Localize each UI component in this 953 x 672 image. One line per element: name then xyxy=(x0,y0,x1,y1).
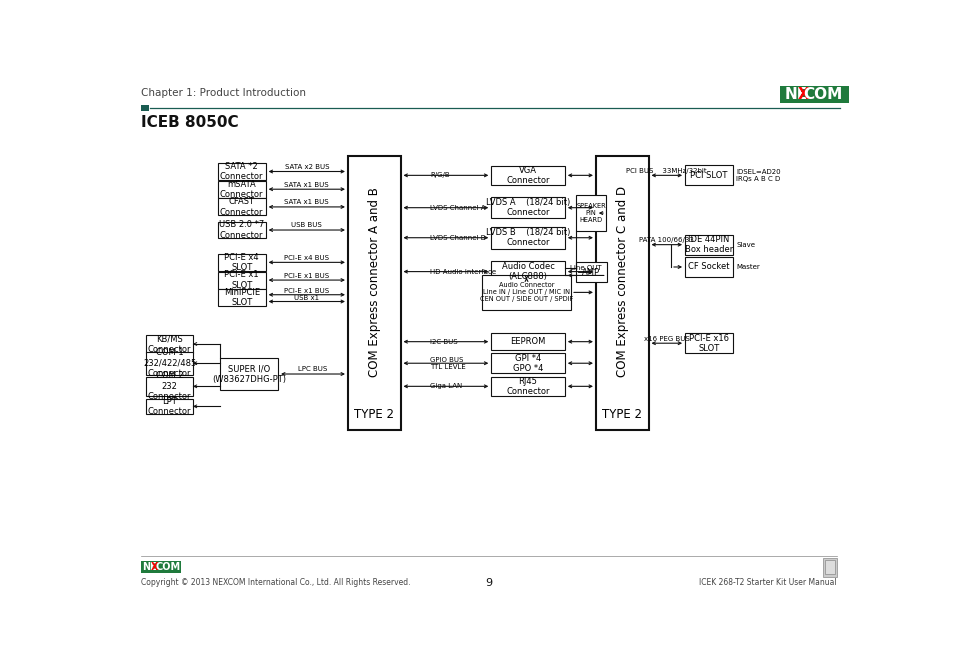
Text: LPT
Connector: LPT Connector xyxy=(148,396,192,416)
Text: Master: Master xyxy=(736,264,760,270)
Text: PCI-E x1 BUS: PCI-E x1 BUS xyxy=(284,273,329,278)
FancyBboxPatch shape xyxy=(217,163,266,180)
Text: I2C BUS: I2C BUS xyxy=(430,339,457,345)
FancyBboxPatch shape xyxy=(596,156,648,430)
FancyBboxPatch shape xyxy=(217,181,266,198)
Text: COM Express connector C and D: COM Express connector C and D xyxy=(615,186,628,377)
Text: MiniPCIE
SLOT: MiniPCIE SLOT xyxy=(223,288,259,308)
FancyBboxPatch shape xyxy=(217,271,266,288)
Text: LVDS B    (18/24 bit)
Connector: LVDS B (18/24 bit) Connector xyxy=(485,228,570,247)
FancyBboxPatch shape xyxy=(491,227,564,249)
FancyBboxPatch shape xyxy=(576,196,605,230)
Text: PCI-E x4 BUS: PCI-E x4 BUS xyxy=(284,255,329,261)
FancyBboxPatch shape xyxy=(779,86,848,103)
Text: ICEK 268-T2 Starter Kit User Manual: ICEK 268-T2 Starter Kit User Manual xyxy=(699,578,836,587)
Text: COM: COM xyxy=(155,562,181,573)
Text: SUPER I/O
(W83627DHG-PT): SUPER I/O (W83627DHG-PT) xyxy=(212,364,286,384)
FancyBboxPatch shape xyxy=(684,165,732,185)
FancyBboxPatch shape xyxy=(146,398,193,414)
Text: ICEB 8050C: ICEB 8050C xyxy=(141,115,238,130)
Text: Copyright © 2013 NEXCOM International Co., Ltd. All Rights Reserved.: Copyright © 2013 NEXCOM International Co… xyxy=(141,578,410,587)
Text: X: X xyxy=(151,562,158,573)
FancyBboxPatch shape xyxy=(491,166,564,185)
FancyBboxPatch shape xyxy=(491,261,564,282)
FancyBboxPatch shape xyxy=(491,377,564,396)
Text: PCI-E x4
SLOT: PCI-E x4 SLOT xyxy=(224,253,259,272)
Text: USB BUS: USB BUS xyxy=(291,222,322,228)
Text: x16 PEG BUS: x16 PEG BUS xyxy=(643,336,689,341)
Text: USB 2.0 *7
Connector: USB 2.0 *7 Connector xyxy=(219,220,264,240)
FancyBboxPatch shape xyxy=(575,262,606,282)
Text: COM Express connector A and B: COM Express connector A and B xyxy=(367,187,380,376)
Text: CFAST
Connector: CFAST Connector xyxy=(220,197,263,216)
Text: CF Socket: CF Socket xyxy=(687,263,729,271)
Text: SATA x1 BUS: SATA x1 BUS xyxy=(284,200,329,206)
Text: PATA 100/66/33: PATA 100/66/33 xyxy=(639,237,694,243)
Text: PCI-E x1 BUS: PCI-E x1 BUS xyxy=(284,288,329,294)
Text: PCI BUS    33MHz/32bit: PCI BUS 33MHz/32bit xyxy=(626,168,706,174)
FancyBboxPatch shape xyxy=(822,558,836,577)
FancyBboxPatch shape xyxy=(217,222,266,239)
Text: KB/MS
Connector: KB/MS Connector xyxy=(148,334,192,353)
FancyBboxPatch shape xyxy=(146,335,193,353)
Text: mSATA
Connector: mSATA Connector xyxy=(220,179,263,199)
Text: HD Audio interface: HD Audio interface xyxy=(430,269,496,275)
FancyBboxPatch shape xyxy=(217,254,266,271)
Text: R/G/B: R/G/B xyxy=(430,172,449,178)
FancyBboxPatch shape xyxy=(217,290,266,306)
Text: LVDS Channel A: LVDS Channel A xyxy=(430,205,485,211)
Text: SATA x2 BUS: SATA x2 BUS xyxy=(284,164,329,170)
Text: LVDS Channel B: LVDS Channel B xyxy=(430,235,485,241)
Text: NE: NE xyxy=(783,87,806,102)
Text: X: X xyxy=(798,87,809,102)
Text: EEPROM: EEPROM xyxy=(510,337,545,346)
Text: TYPE 2: TYPE 2 xyxy=(601,409,641,421)
FancyBboxPatch shape xyxy=(141,561,181,573)
FancyBboxPatch shape xyxy=(141,105,150,111)
FancyBboxPatch shape xyxy=(146,351,193,375)
FancyBboxPatch shape xyxy=(491,353,564,373)
Text: COM 1
232/422/485
Connector: COM 1 232/422/485 Connector xyxy=(143,348,196,378)
Text: IDSEL=AD20
IRQs A B C D: IDSEL=AD20 IRQs A B C D xyxy=(736,169,780,182)
Text: GPIO BUS
TTL LEVLE: GPIO BUS TTL LEVLE xyxy=(430,357,465,370)
FancyBboxPatch shape xyxy=(684,235,732,255)
Text: AMP: AMP xyxy=(581,268,599,277)
Text: COM: COM xyxy=(802,87,841,102)
FancyBboxPatch shape xyxy=(481,275,571,310)
FancyBboxPatch shape xyxy=(491,333,564,350)
Text: PCI-E x16
SLOT: PCI-E x16 SLOT xyxy=(688,333,728,353)
FancyBboxPatch shape xyxy=(348,156,400,430)
Text: SPEAKER
PIN
HEARD: SPEAKER PIN HEARD xyxy=(576,203,605,223)
Text: TYPE 2: TYPE 2 xyxy=(354,409,394,421)
Text: Slave: Slave xyxy=(736,242,755,248)
Text: RJ45
Connector: RJ45 Connector xyxy=(506,376,549,396)
Text: PCI SLOT: PCI SLOT xyxy=(690,171,727,180)
FancyBboxPatch shape xyxy=(684,333,732,353)
FancyBboxPatch shape xyxy=(491,197,564,218)
FancyBboxPatch shape xyxy=(146,377,193,396)
FancyBboxPatch shape xyxy=(217,198,266,216)
Text: Giga LAN: Giga LAN xyxy=(430,383,462,389)
FancyBboxPatch shape xyxy=(824,560,834,574)
Text: Chapter 1: Product Introduction: Chapter 1: Product Introduction xyxy=(141,88,306,98)
Text: SATA x1 BUS: SATA x1 BUS xyxy=(284,181,329,187)
Text: USB x1: USB x1 xyxy=(294,295,319,301)
Text: NE: NE xyxy=(142,562,157,573)
Text: PCI-E x1
SLOT: PCI-E x1 SLOT xyxy=(224,270,259,290)
Text: LVDS A    (18/24 bit)
Connector: LVDS A (18/24 bit) Connector xyxy=(485,198,570,217)
FancyBboxPatch shape xyxy=(684,257,732,277)
Text: Audio Connector
Line IN / Line OUT / MIC IN
CEN OUT / SIDE OUT / SPDIF: Audio Connector Line IN / Line OUT / MIC… xyxy=(479,282,573,302)
Text: COM 2
232
Connector: COM 2 232 Connector xyxy=(148,372,192,401)
Text: IDE 44PIN
Box header: IDE 44PIN Box header xyxy=(684,235,733,254)
Text: VGA
Connector: VGA Connector xyxy=(506,166,549,185)
Text: LPC BUS: LPC BUS xyxy=(298,366,327,372)
Text: SATA *2
Connector: SATA *2 Connector xyxy=(220,162,263,181)
Text: 9: 9 xyxy=(485,578,492,588)
Text: GPI *4
GPO *4: GPI *4 GPO *4 xyxy=(513,353,542,373)
FancyBboxPatch shape xyxy=(220,358,278,390)
Text: Line OUT: Line OUT xyxy=(569,265,601,271)
Text: Audio Codec
(ALC888): Audio Codec (ALC888) xyxy=(501,262,554,282)
